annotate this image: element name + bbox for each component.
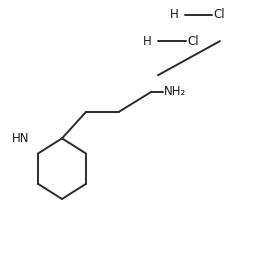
Text: H: H	[169, 8, 178, 21]
Text: Cl: Cl	[187, 35, 199, 47]
Text: Cl: Cl	[214, 8, 225, 21]
Text: H: H	[143, 35, 152, 47]
Text: NH₂: NH₂	[164, 85, 187, 98]
Text: HN: HN	[12, 132, 29, 145]
